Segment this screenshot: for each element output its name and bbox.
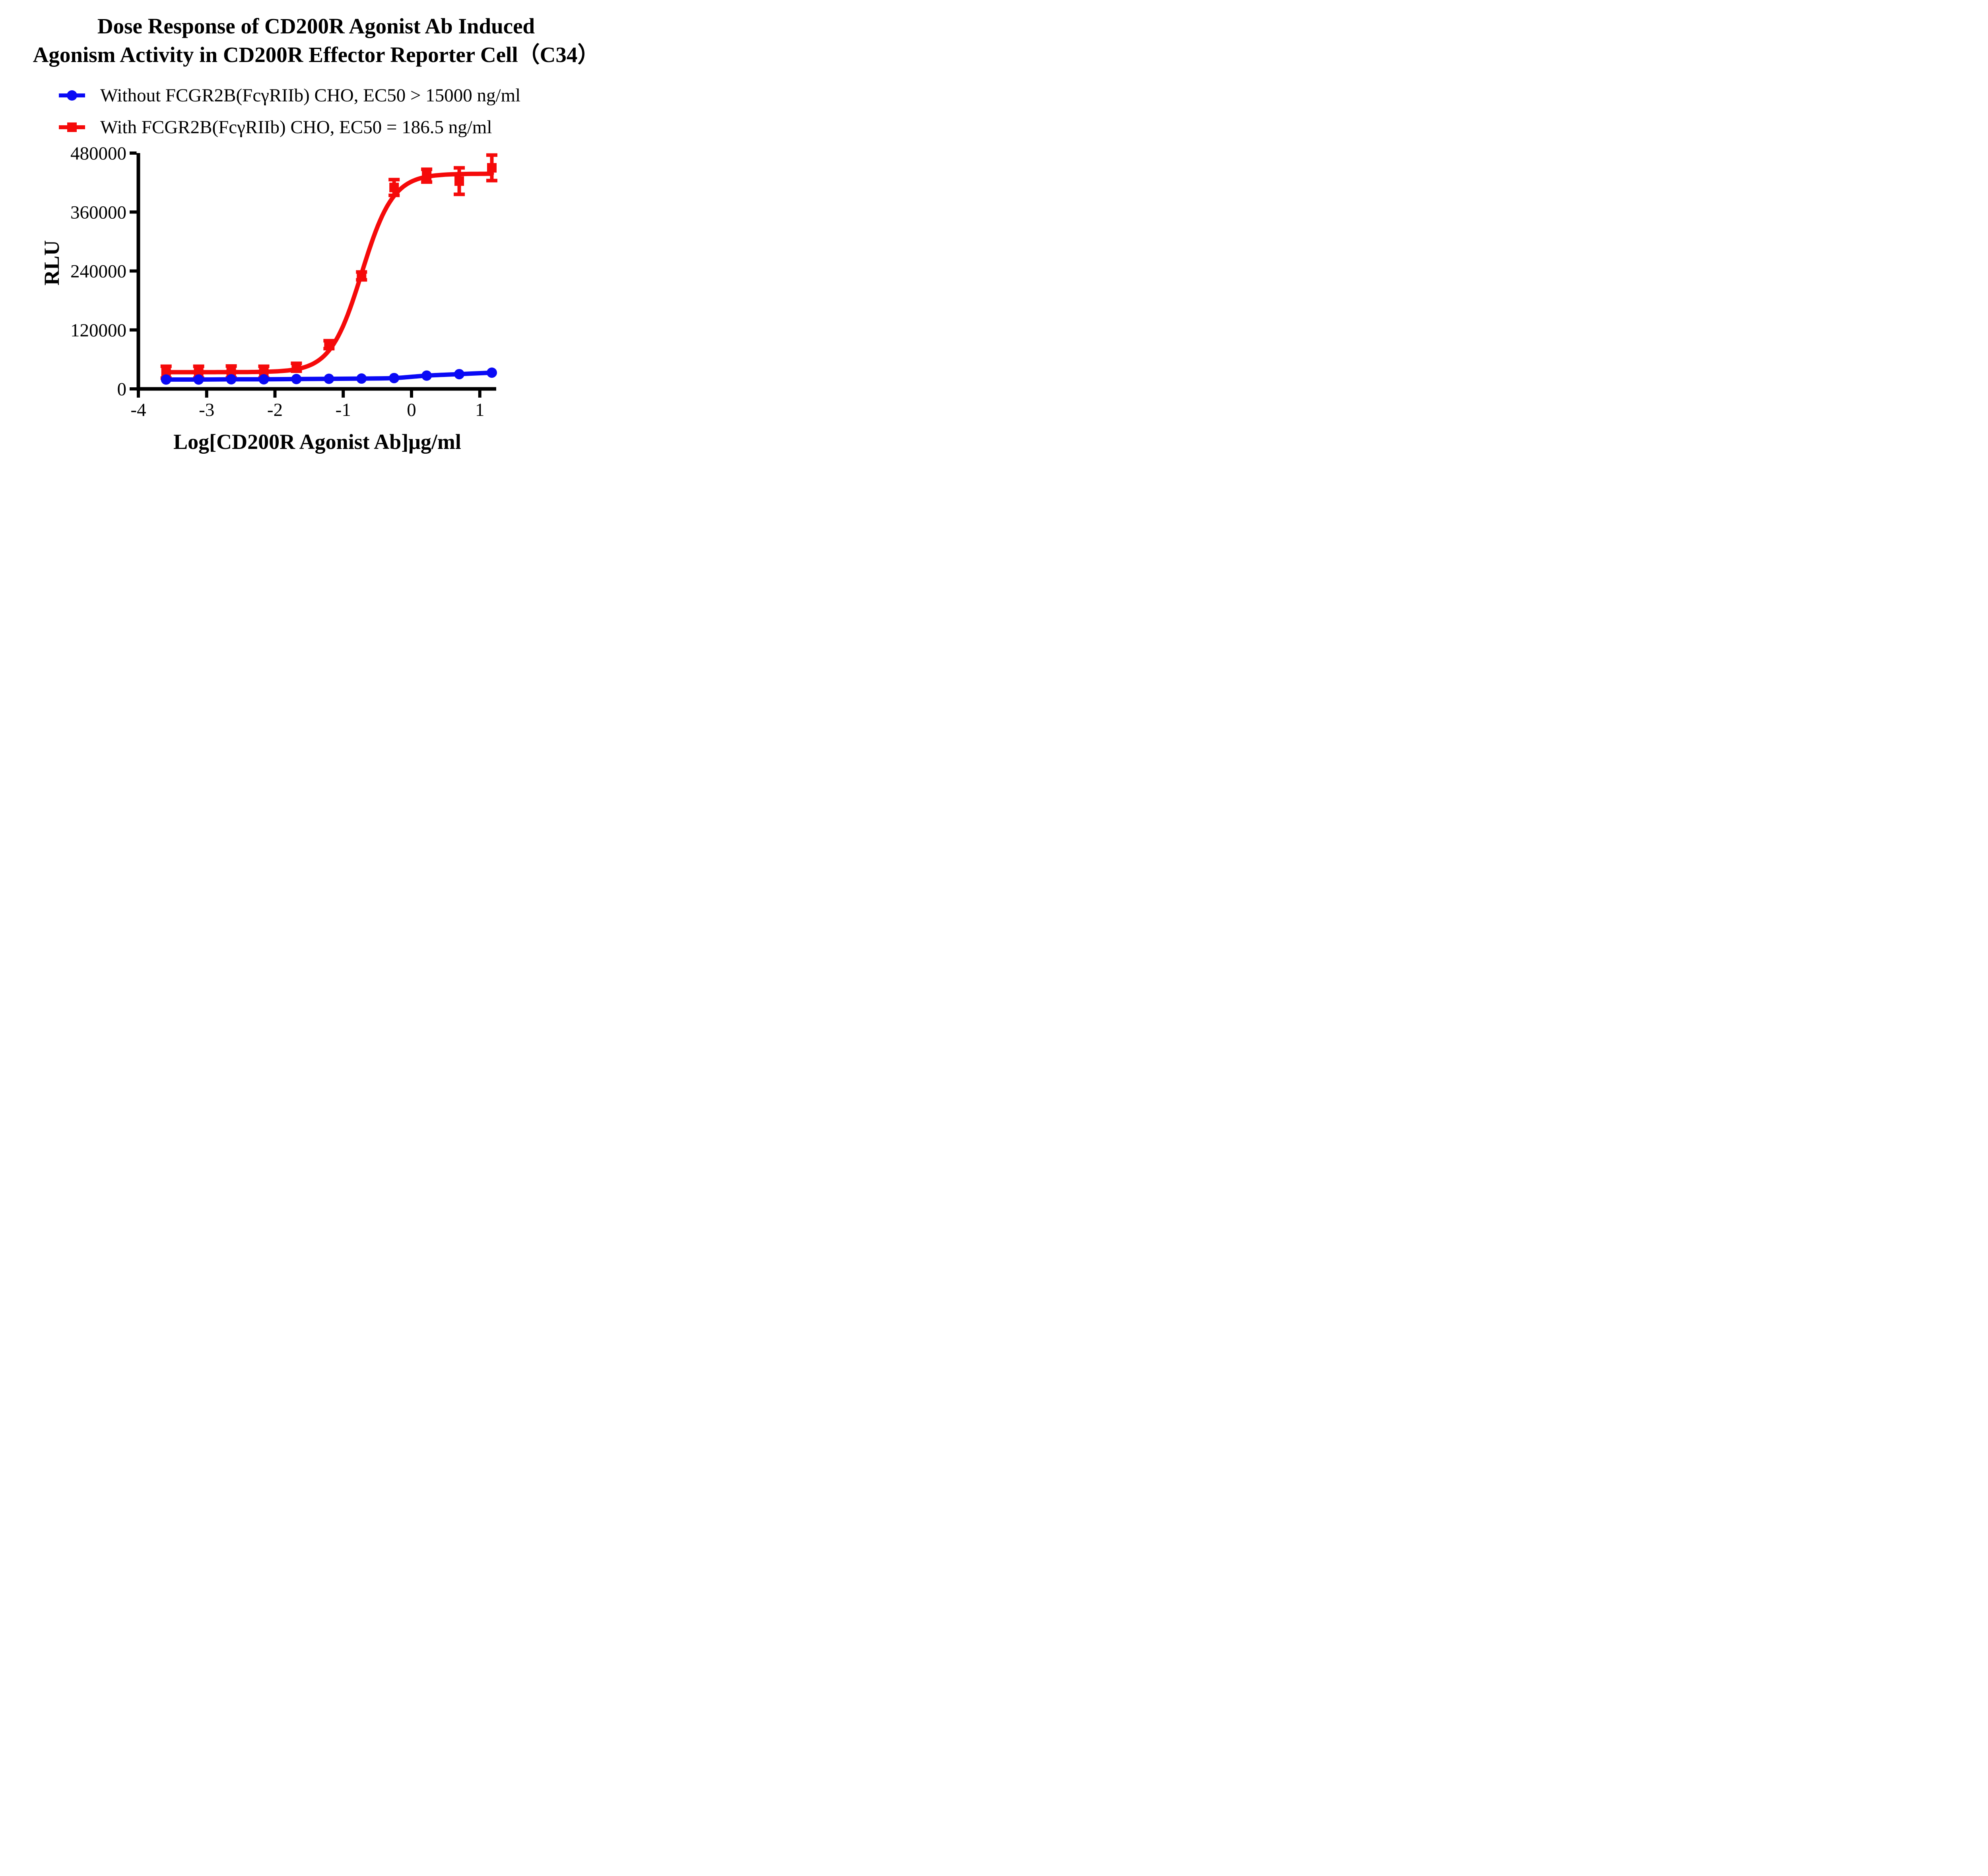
chart-page: Dose Response of CD200R Agonist Ab Induc… (0, 0, 632, 469)
chart-title-line2: Agonism Activity in CD200R Effector Repo… (33, 42, 600, 67)
red-square-marker (357, 271, 367, 281)
blue-circle-marker (258, 374, 269, 385)
dose-response-plot: 0 120000 240000 360000 480000 -4 -3 -2 -1 0 1 (70, 143, 497, 420)
x-tick-label: 1 (475, 400, 485, 420)
blue-circle-marker (193, 374, 204, 385)
blue-circle-marker (291, 374, 302, 385)
legend-swatch-blue (59, 84, 85, 107)
chart-title-line1: Dose Response of CD200R Agonist Ab Induc… (97, 14, 535, 38)
red-square-marker (389, 183, 399, 192)
y-tick-label: 240000 (70, 261, 126, 282)
blue-circle-marker (161, 374, 171, 385)
red-square-marker (324, 340, 334, 350)
legend-label-without-fcgr2b: Without FCGR2B(FcγRIIb) CHO, EC50 > 1500… (100, 85, 521, 106)
legend-item-without-fcgr2b: Without FCGR2B(FcγRIIb) CHO, EC50 > 1500… (59, 80, 520, 111)
y-tick-label: 360000 (70, 202, 126, 223)
legend-label-with-fcgr2b: With FCGR2B(FcγRIIb) CHO, EC50 = 186.5 n… (100, 117, 492, 138)
blue-circle-marker (324, 373, 334, 384)
legend: Without FCGR2B(FcγRIIb) CHO, EC50 > 1500… (59, 80, 520, 143)
chart-title: Dose Response of CD200R Agonist Ab Induc… (0, 12, 632, 69)
x-tick-label: -2 (267, 400, 283, 420)
blue-circle-marker (486, 367, 497, 378)
blue-circle-marker (454, 369, 465, 379)
x-axis-title: Log[CD200R Agonist Ab]μg/ml (173, 430, 461, 454)
x-tick-label: -4 (130, 400, 146, 420)
red-fit-curve (164, 171, 494, 375)
blue-circle-marker (226, 374, 237, 385)
y-tick-label: 0 (117, 379, 127, 400)
red-square-marker (454, 176, 464, 186)
blue-circle-marker (356, 373, 367, 384)
blue-circle-marker (421, 370, 432, 381)
blue-circle-marker (389, 373, 400, 383)
circle-marker-icon (67, 90, 77, 101)
legend-item-with-fcgr2b: With FCGR2B(FcγRIIb) CHO, EC50 = 186.5 n… (59, 111, 520, 143)
x-tick-label: -1 (336, 400, 351, 420)
square-marker-icon (67, 122, 77, 132)
y-tick-label: 480000 (70, 143, 126, 164)
legend-swatch-red (59, 116, 85, 138)
red-square-marker (422, 171, 432, 181)
x-tick-label: 0 (407, 400, 416, 420)
x-tick-label: -3 (199, 400, 214, 420)
red-square-marker (487, 163, 497, 173)
y-tick-label: 120000 (70, 320, 126, 341)
red-square-marker (291, 362, 301, 372)
